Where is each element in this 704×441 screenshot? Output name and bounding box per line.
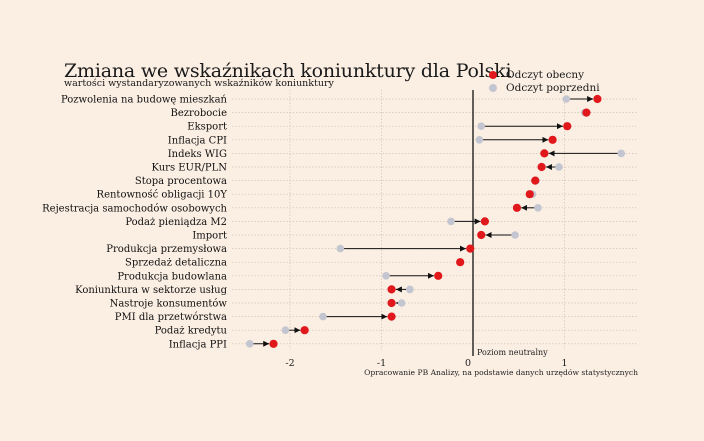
x-tick-label: 0 (465, 358, 471, 369)
row-label: Kurs EUR/PLN (151, 163, 227, 174)
row-label: Pozwolenia na budowę mieszkań (61, 95, 228, 106)
row-label: Bezrobocie (171, 108, 228, 119)
row-label: Rentowność obligacji 10Y (97, 190, 228, 201)
previous-value-point (447, 217, 455, 226)
current-value-point (512, 203, 522, 212)
row-label: Produkcja przemysłowa (106, 244, 227, 255)
previous-value-point (336, 244, 345, 253)
x-tick-label: -1 (377, 358, 386, 369)
current-value-point (531, 176, 540, 185)
row-label: Inflacja CPI (168, 135, 227, 146)
row-label: Stopa procentowa (135, 176, 227, 187)
previous-value-point (406, 285, 414, 294)
row-label: Koniunktura w sektorze usług (75, 285, 227, 296)
row-label: Rejestracja samochodów osobowych (42, 203, 227, 214)
source-note: Opracowanie PB Analizy, na podstawie dan… (364, 368, 638, 377)
legend-item-previous: Odczyt poprzedni (489, 81, 600, 94)
current-value-point (525, 190, 534, 199)
row-label: Podaż pieniądza M2 (125, 217, 227, 228)
current-value-point (563, 122, 572, 131)
row-label: Eksport (187, 122, 227, 133)
legend-current-marker (489, 70, 497, 79)
current-value-point (387, 298, 396, 308)
legend-current-label: Odczyt obecny (506, 68, 585, 81)
current-value-point (480, 217, 489, 226)
legend-previous-label: Odczyt poprzedni (506, 81, 600, 94)
previous-value-point (319, 312, 327, 321)
previous-value-point (382, 272, 390, 280)
previous-value-point (617, 149, 626, 158)
chart-title: Zmiana we wskaźnikach koniunktury dla Po… (64, 60, 512, 82)
current-value-point (300, 326, 309, 335)
current-value-point (434, 271, 443, 280)
row-label: Nastroje konsumentów (110, 299, 228, 310)
previous-value-point (555, 163, 563, 171)
current-value-point (456, 258, 465, 267)
chart-subtitle: wartości wystandaryzowanych wskaźników k… (64, 78, 334, 89)
row-label: Sprzedaż detaliczna (125, 258, 227, 269)
legend-previous-marker (489, 83, 497, 92)
current-value-point (593, 94, 602, 104)
previous-value-point (477, 122, 486, 130)
current-value-point (537, 162, 546, 172)
previous-value-point (475, 136, 484, 144)
previous-value-point (245, 340, 254, 348)
current-value-point (269, 339, 278, 348)
row-label: PMI dla przetwórstwa (115, 312, 227, 323)
row-label: Inflacja PPI (169, 339, 227, 350)
previous-value-point (511, 231, 519, 239)
row-label: Produkcja budowlana (117, 271, 227, 282)
current-value-point (540, 149, 549, 158)
x-tick-label: -2 (285, 358, 294, 369)
previous-value-point (281, 326, 290, 335)
legend: Odczyt obecny Odczyt poprzedni (489, 68, 600, 94)
current-value-point (477, 230, 486, 240)
previous-value-point (534, 204, 542, 212)
current-value-point (466, 244, 475, 253)
row-label: Import (192, 231, 227, 242)
current-value-point (582, 108, 591, 117)
current-value-point (548, 135, 557, 144)
current-value-point (387, 312, 396, 321)
row-label: Indeks WIG (168, 149, 227, 160)
neutral-level-label: Poziom neutralny (477, 348, 548, 357)
legend-item-current: Odczyt obecny (489, 68, 600, 81)
previous-value-point (397, 299, 406, 307)
x-tick-label: 1 (561, 358, 567, 369)
row-label: Podaż kredytu (155, 326, 228, 337)
previous-value-point (562, 95, 571, 103)
current-value-point (387, 285, 396, 294)
